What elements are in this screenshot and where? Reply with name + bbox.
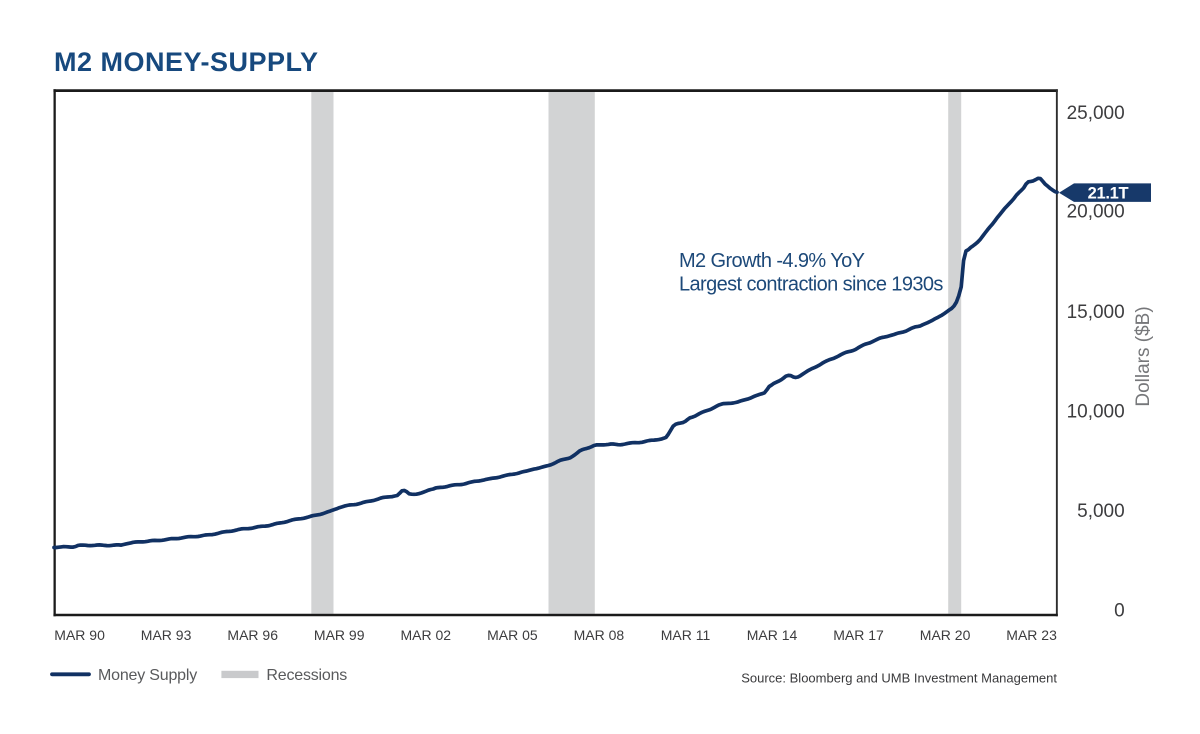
svg-text:MAR 14: MAR 14: [747, 627, 798, 643]
svg-text:MAR 02: MAR 02: [401, 627, 452, 643]
svg-text:M2 Growth -4.9% YoY: M2 Growth -4.9% YoY: [679, 250, 865, 272]
svg-text:21.1T: 21.1T: [1088, 185, 1129, 203]
svg-text:MAR 05: MAR 05: [487, 627, 538, 643]
svg-text:Largest contraction since 1930: Largest contraction since 1930s: [679, 274, 943, 296]
svg-text:MAR 96: MAR 96: [227, 627, 278, 643]
svg-text:Recessions: Recessions: [266, 667, 347, 684]
svg-text:MAR 93: MAR 93: [141, 627, 192, 643]
svg-text:MAR 99: MAR 99: [314, 627, 365, 643]
svg-text:MAR 20: MAR 20: [920, 627, 971, 643]
svg-text:M2 MONEY-SUPPLY: M2 MONEY-SUPPLY: [54, 47, 319, 77]
svg-text:MAR 17: MAR 17: [833, 627, 884, 643]
svg-text:5,000: 5,000: [1077, 501, 1125, 522]
svg-text:0: 0: [1114, 601, 1125, 622]
svg-text:25,000: 25,000: [1067, 103, 1125, 124]
svg-text:Source: Bloomberg and UMB Inve: Source: Bloomberg and UMB Investment Man…: [741, 670, 1057, 685]
svg-text:MAR 23: MAR 23: [1006, 627, 1057, 643]
svg-text:10,000: 10,000: [1067, 402, 1125, 423]
svg-text:Money Supply: Money Supply: [98, 667, 197, 684]
svg-text:20,000: 20,000: [1067, 201, 1125, 222]
svg-text:MAR 11: MAR 11: [661, 627, 711, 643]
svg-text:MAR 90: MAR 90: [54, 627, 105, 643]
svg-text:Dollars ($B): Dollars ($B): [1133, 306, 1154, 406]
svg-text:15,000: 15,000: [1067, 302, 1125, 323]
svg-text:MAR 08: MAR 08: [574, 627, 625, 643]
